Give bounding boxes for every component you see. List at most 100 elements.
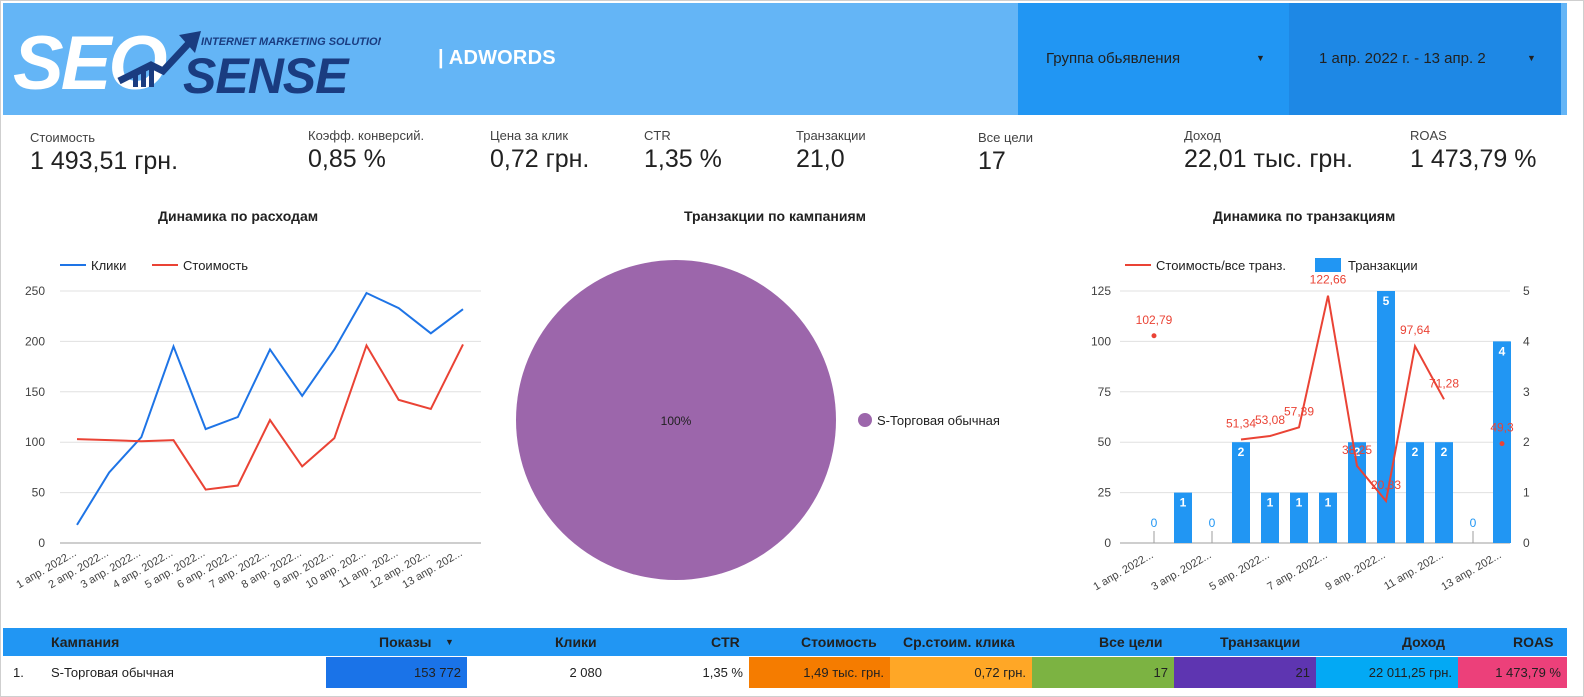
bar	[1348, 442, 1366, 543]
bar	[1377, 291, 1395, 543]
line-data-label: 53,08	[1255, 413, 1285, 427]
series-line-cost-per-transaction	[1240, 295, 1445, 504]
cell-revenue: 22 011,25 грн.	[1316, 657, 1458, 688]
ad-group-filter[interactable]: Группа обьявления ▼	[1018, 3, 1289, 115]
spend-chart-title: Динамика по расходам	[158, 208, 319, 224]
sort-down-icon[interactable]: ▼	[445, 637, 454, 647]
kpi-value: 0,72 грн.	[490, 145, 590, 173]
cell-goals: 17	[1032, 657, 1174, 688]
bar-data-label: 0	[1151, 516, 1158, 530]
y-tick-label: 200	[25, 334, 45, 348]
kpi-value: 0,85 %	[308, 145, 386, 173]
x-tick-label: 11 апр. 202...	[1382, 549, 1445, 593]
line-data-label: 38,25	[1342, 443, 1372, 457]
col-revenue[interactable]: Доход	[1402, 634, 1446, 650]
bar-data-label: 2	[1238, 445, 1245, 459]
col-goals[interactable]: Все цели	[1099, 634, 1163, 650]
line-data-label: 49,3	[1490, 421, 1514, 435]
kpi-label: Доход	[1184, 128, 1221, 143]
line-data-label: 51,34	[1226, 416, 1256, 430]
line-data-label: 122,66	[1310, 273, 1347, 287]
bar-data-label: 0	[1209, 516, 1216, 530]
bar	[1261, 492, 1279, 543]
bar	[1290, 492, 1308, 543]
cell-cost: 1,49 тыс. грн.	[749, 657, 890, 688]
date-range-filter[interactable]: 1 апр. 2022 г. - 13 апр. 2 ▼	[1289, 3, 1561, 115]
col-cost[interactable]: Стоимость	[801, 634, 877, 650]
col-ctr[interactable]: CTR	[711, 634, 740, 650]
seo-sense-logo: SEO INTERNET MARKETING SOLUTIONS SENSE	[13, 21, 381, 103]
kpi-label: Все цели	[978, 130, 1033, 145]
y-tick-label: 100	[25, 435, 45, 449]
legend-swatch	[1315, 258, 1341, 272]
y-tick-label-right: 5	[1523, 284, 1530, 298]
legend-label: Стоимость/все транз.	[1156, 258, 1286, 273]
bar	[1232, 442, 1250, 543]
bar-data-label: 5	[1383, 294, 1390, 308]
line-data-label: 57,39	[1284, 404, 1314, 418]
chevron-down-icon[interactable]: ▼	[1527, 53, 1536, 63]
kpi-label: Цена за клик	[490, 128, 569, 143]
kpi-roas: ROAS 1 473,79 %	[1410, 128, 1537, 174]
legend-label: Транзакции	[1348, 258, 1418, 273]
bar-data-label: 4	[1499, 344, 1506, 358]
kpi-value: 1,35 %	[644, 145, 722, 173]
y-tick-label-right: 2	[1523, 435, 1530, 449]
kpi-value: 21,0	[796, 145, 845, 173]
kpi-cost: Стоимость 1 493,51 грн.	[30, 130, 178, 176]
date-range-label: 1 апр. 2022 г. - 13 апр. 2	[1319, 50, 1486, 67]
chevron-down-icon[interactable]: ▼	[1256, 53, 1265, 63]
col-roas[interactable]: ROAS	[1513, 634, 1554, 650]
cell-transactions: 21	[1174, 657, 1316, 688]
line-data-label: 97,64	[1400, 323, 1430, 337]
y-tick-label: 250	[25, 284, 45, 298]
bar-data-label: 1	[1296, 496, 1303, 510]
header-bar: SEO INTERNET MARKETING SOLUTIONS SENSE |…	[3, 3, 1018, 115]
kpi-label: Стоимость	[30, 130, 96, 145]
kpi-label: CTR	[644, 128, 671, 143]
y-tick-label-left: 75	[1098, 385, 1112, 399]
col-campaign[interactable]: Кампания	[51, 634, 120, 650]
kpi-value: 22,01 тыс. грн.	[1184, 145, 1354, 173]
kpi-revenue: Доход 22,01 тыс. грн.	[1184, 128, 1353, 174]
col-transactions[interactable]: Транзакции	[1220, 634, 1301, 650]
legend-label: Клики	[91, 258, 126, 273]
kpi-value: 17	[978, 147, 1006, 175]
legend-label: Стоимость	[183, 258, 248, 273]
line-data-label: 71,28	[1429, 376, 1459, 390]
cell-ctr: 1,35 %	[702, 665, 743, 680]
header-edge	[1561, 3, 1567, 115]
kpi-label: Коэфф. конверсий.	[308, 128, 425, 143]
section-title: | ADWORDS	[438, 47, 556, 69]
kpi-label: ROAS	[1410, 128, 1447, 143]
row-index: 1.	[13, 665, 24, 680]
cell-clicks: 2 080	[569, 665, 602, 680]
y-tick-label-right: 1	[1523, 486, 1530, 500]
bar-data-label: 1	[1267, 496, 1274, 510]
y-tick-label-right: 0	[1523, 536, 1530, 550]
svg-text:INTERNET MARKETING SOLUTIONS: INTERNET MARKETING SOLUTIONS	[201, 36, 381, 48]
line-data-label: 20,83	[1371, 478, 1401, 492]
kpi-all-goals: Все цели 17	[978, 130, 1033, 176]
y-tick-label: 0	[38, 536, 45, 550]
kpi-cpc: Цена за клик 0,72 грн.	[490, 128, 589, 174]
col-clicks[interactable]: Клики	[555, 634, 597, 650]
table-row[interactable]: 1. S-Торговая обычная 153 772 2 080 1,35…	[3, 657, 1567, 688]
cell-roas: 1 473,79 %	[1458, 657, 1567, 688]
col-impressions[interactable]: Показы	[379, 634, 432, 650]
x-tick-label: 13 апр. 202...	[1439, 549, 1503, 593]
bar-data-label: 0	[1470, 516, 1477, 530]
cell-campaign[interactable]: S-Торговая обычная	[51, 665, 174, 680]
col-cpc[interactable]: Ср.стоим. клика	[903, 634, 1015, 650]
y-tick-label-right: 4	[1523, 334, 1530, 348]
bar	[1435, 442, 1453, 543]
bar	[1174, 492, 1192, 543]
kpi-value: 1 473,79 %	[1410, 145, 1537, 173]
y-tick-label-right: 3	[1523, 385, 1530, 399]
line-data-label: 102,79	[1136, 313, 1173, 327]
ad-group-filter-label: Группа обьявления	[1046, 50, 1181, 67]
y-tick-label: 150	[25, 385, 45, 399]
x-tick-label: 7 апр. 2022...	[1265, 549, 1329, 593]
x-tick-label: 1 апр. 2022...	[1091, 549, 1155, 593]
y-tick-label: 50	[32, 486, 46, 500]
